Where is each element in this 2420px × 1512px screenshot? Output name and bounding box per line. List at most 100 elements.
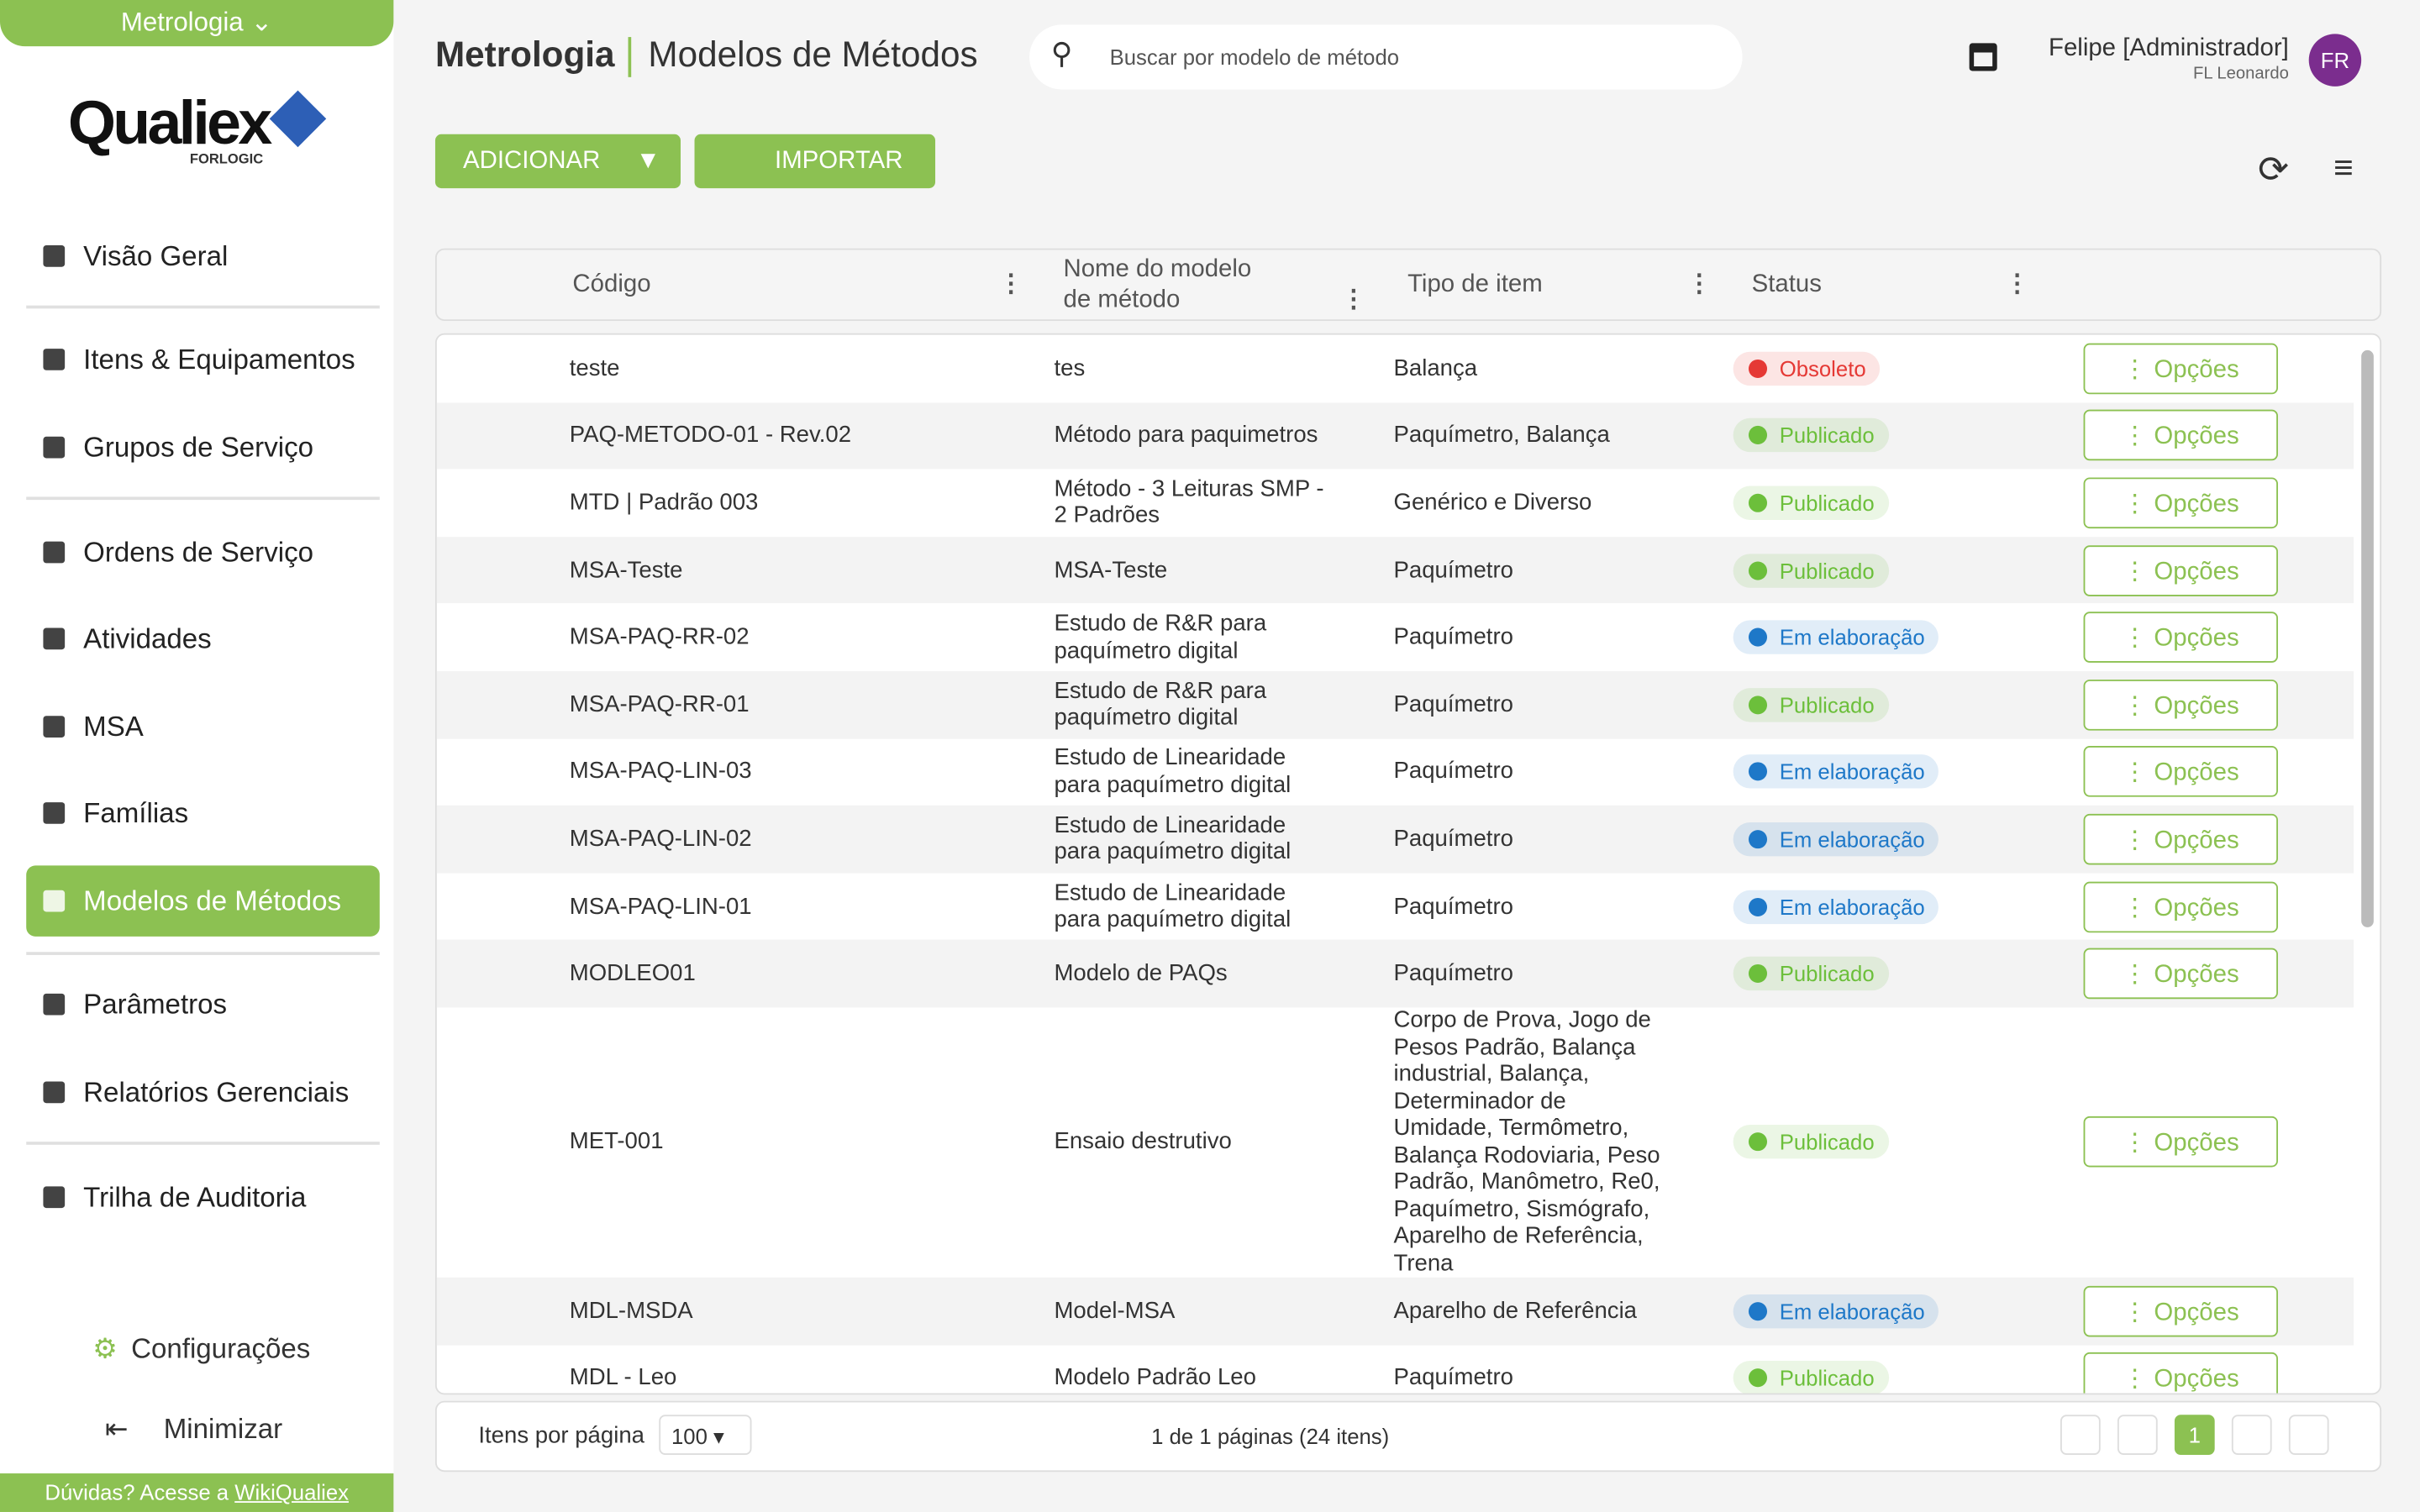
nav-item[interactable]: Famílias [26,778,380,848]
refresh-icon[interactable]: ⟳ [2258,150,2290,192]
nav-item[interactable]: Ordens de Serviço [26,517,380,587]
nav-item[interactable]: Itens & Equipamentos [26,324,380,395]
status-badge: Publicado [1733,418,1889,453]
last-page[interactable] [2288,1415,2329,1456]
status-label: Publicado [1779,692,1875,717]
first-page[interactable] [2060,1415,2101,1456]
scrollbar[interactable] [2361,349,2374,927]
add-label: ADICIONAR [463,148,601,175]
table-row: teste tes Balança Obsoleto ⋮ Opções [437,335,2354,402]
options-button[interactable]: ⋮ Opções [2083,679,2278,731]
table-row: MDL-MSDA Model-MSA Aparelho de Referência E… [436,1277,2354,1345]
options-button[interactable]: ⋮ Opções [2083,612,2278,664]
nav-item[interactable]: Visão Geral [26,221,380,291]
table-row: MODLEO01 Modelo de PAQs Paquímetro Publicad… [436,940,2354,1008]
column-menu[interactable]: ⋮ [1686,271,1712,298]
options-button[interactable]: ⋮ Opções [2083,1352,2278,1394]
nav-label: Famílias [83,797,189,829]
nav-separator [26,305,380,309]
next-page[interactable] [2231,1415,2272,1456]
name-cell: MSA-Teste [1054,556,1168,583]
column-menu[interactable]: ⋮ [998,271,1023,298]
status-label: Em elaboração [1779,759,1925,785]
code-cell: MSA-PAQ-RR-01 [569,690,750,718]
options-button[interactable]: ⋮ Opções [2083,1285,2278,1337]
avatar[interactable]: FR [2308,34,2362,87]
status-icon [1748,762,1768,782]
nav-item[interactable]: Atividades [26,603,380,674]
nav-icon [43,349,66,370]
nav-item[interactable]: Trilha de Auditoria [26,1162,380,1232]
table-body: teste tes Balança Obsoleto ⋮ Opções PAQ-METOD… [434,333,2382,1395]
options-button[interactable]: ⋮ Opções [2083,410,2278,461]
options-label: Opções [2154,962,2239,989]
logo-mark [269,90,327,148]
nav-label: Relatórios Gerenciais [83,1077,350,1108]
help-text: Dúvidas? Acesse a [45,1479,229,1504]
name-cell: Estudo de R&R para paquímetro digital [1054,610,1267,664]
nav-separator [26,496,380,501]
code-cell: MSA-PAQ-RR-02 [569,623,750,651]
options-button[interactable]: ⋮ Opções [2083,343,2278,394]
status-label: Publicado [1779,423,1875,449]
nav-item[interactable]: Modelos de Métodos [26,865,380,937]
type-cell: Balança [1393,354,1478,381]
type-cell: Aparelho de Referência [1393,1297,1638,1324]
name-cell: Ensaio destrutivo [1054,1128,1232,1156]
type-cell: Paquímetro [1393,556,1513,583]
add-button[interactable]: ADICIONAR ▼ [434,134,681,189]
help-link[interactable]: WikiQualiex [234,1479,349,1504]
column-menu[interactable]: ⋮ [1341,286,1366,313]
type-cell: Paquímetro [1393,758,1513,785]
options-label: Opções [2154,827,2239,854]
options-button[interactable]: ⋮ Opções [2083,1116,2278,1168]
column-header[interactable]: Status [1751,270,1822,297]
prev-page[interactable] [2117,1415,2158,1456]
options-button[interactable]: ⋮ Opções [2083,880,2278,932]
search-box[interactable]: ⚲ Buscar por modelo de método [1029,24,1743,90]
status-label: Em elaboração [1779,625,1925,650]
status-icon [1748,830,1768,849]
options-button[interactable]: ⋮ Opções [2083,544,2278,596]
user-name: Felipe [Administrador] [2048,35,2289,62]
nav-label: Modelos de Métodos [83,885,342,916]
options-button[interactable]: ⋮ Opções [2083,746,2278,798]
app-icon[interactable] [1969,43,1997,71]
column-header[interactable]: Código [572,270,651,297]
status-icon [1748,1301,1768,1320]
import-button[interactable]: IMPORTAR [694,134,936,189]
nav-item[interactable]: MSA [26,691,380,762]
options-button[interactable]: ⋮ Opções [2083,477,2278,529]
status-badge: Em elaboração [1733,822,1939,857]
options-label: Opções [2154,1131,2239,1158]
minimize[interactable]: Minimizar [163,1413,283,1445]
name-cell: tes [1054,354,1086,381]
settings-icon: ⚙ [92,1332,118,1364]
nav-item[interactable]: Parâmetros [26,969,380,1039]
code-cell: MSA-PAQ-LIN-03 [569,758,752,785]
column-menu[interactable]: ⋮ [2004,271,2030,298]
import-label: IMPORTAR [775,148,903,175]
options-label: Opções [2154,895,2239,921]
status-icon [1748,1368,1768,1388]
type-cell: Paquímetro [1393,690,1513,718]
status-badge: Em elaboração [1733,889,1939,924]
column-header[interactable]: Tipo de item [1407,270,1543,297]
minimize-icon: ⇤ [104,1413,129,1445]
nav-label: Itens & Equipamentos [83,344,355,375]
sidebar: Metrologia ⌄ Qualiex FORLOGIC Configuraç… [0,0,394,1512]
settings[interactable]: Configurações [131,1332,311,1364]
nav-icon [43,993,66,1016]
filter-icon[interactable]: ≡ [2333,148,2354,187]
options-button[interactable]: ⋮ Opções [2083,813,2278,865]
module-selector[interactable]: Metrologia ⌄ [0,0,394,47]
per-page-select[interactable]: 100 ▾ [659,1415,752,1456]
name-cell: Modelo Padrão Leo [1054,1364,1256,1391]
current-page[interactable]: 1 [2174,1415,2215,1456]
nav-item[interactable]: Relatórios Gerenciais [26,1057,380,1127]
code-cell: MSA-Teste [569,556,683,583]
nav-item[interactable]: Grupos de Serviço [26,412,380,482]
column-header[interactable]: Nome do modelo de método [1063,255,1252,312]
options-button[interactable]: ⋮ Opções [2083,948,2278,1000]
table-row: MSA-PAQ-RR-01 Estudo de R&R para paquímet… [436,670,2354,738]
